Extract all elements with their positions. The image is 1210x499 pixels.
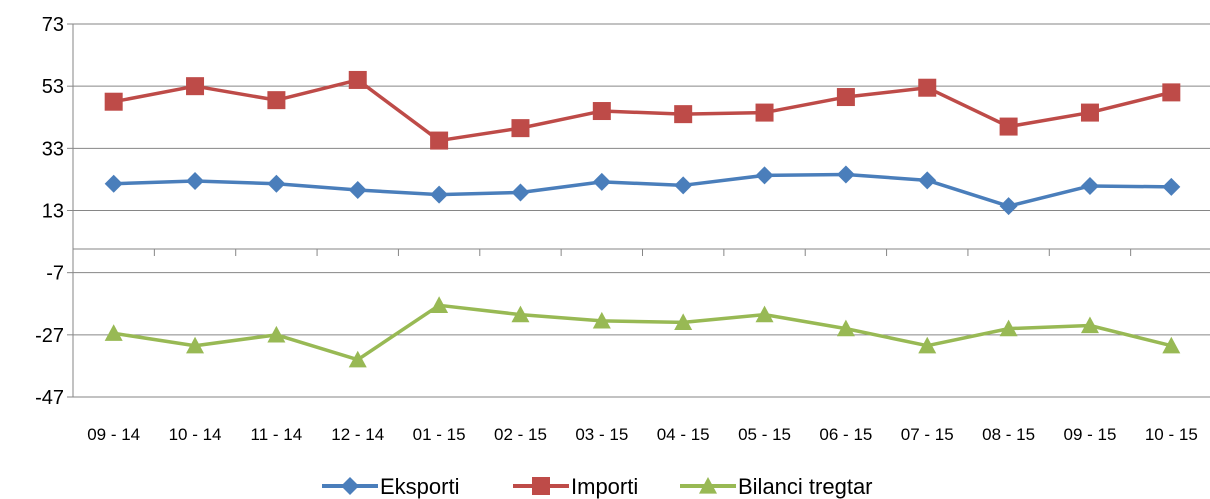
data-point bbox=[348, 70, 367, 89]
data-point bbox=[186, 336, 205, 354]
data-point bbox=[755, 305, 774, 323]
series-importi bbox=[104, 70, 1181, 150]
y-tick-label: -47 bbox=[35, 387, 64, 409]
data-point bbox=[836, 88, 855, 107]
data-point bbox=[104, 324, 123, 341]
data-point bbox=[1162, 83, 1181, 102]
series-bilanci-tregtar bbox=[104, 296, 1181, 368]
data-point bbox=[999, 319, 1018, 337]
data-point bbox=[918, 171, 937, 190]
data-point bbox=[918, 78, 937, 97]
data-point bbox=[267, 325, 286, 343]
data-point bbox=[430, 185, 449, 204]
x-tick-label: 10 - 15 bbox=[1145, 425, 1198, 444]
x-tick-label: 03 - 15 bbox=[575, 425, 628, 444]
data-point bbox=[1080, 316, 1099, 334]
legend-marker bbox=[341, 477, 359, 495]
y-tick-label: 13 bbox=[42, 201, 64, 223]
data-point bbox=[348, 180, 367, 199]
data-point bbox=[104, 92, 123, 111]
data-point bbox=[1162, 177, 1181, 196]
data-point bbox=[836, 165, 855, 184]
series-line bbox=[113, 303, 1172, 362]
y-tick-label: 73 bbox=[42, 14, 64, 36]
data-point bbox=[755, 166, 774, 185]
x-tick-label: 09 - 14 bbox=[87, 425, 140, 444]
data-point bbox=[836, 319, 855, 337]
legend-item: Importi bbox=[513, 474, 638, 499]
x-tick-label: 07 - 15 bbox=[901, 425, 954, 444]
legend-label: Eksporti bbox=[380, 474, 459, 499]
legend-marker bbox=[699, 477, 717, 494]
data-point bbox=[1080, 103, 1099, 122]
axes bbox=[67, 23, 1210, 398]
legend-label: Bilanci tregtar bbox=[738, 474, 873, 499]
gridlines bbox=[73, 23, 1210, 398]
y-tick-labels: 73 53 33 13 -7 -27 -47 bbox=[35, 14, 64, 409]
data-point bbox=[674, 313, 693, 331]
y-tick-label: 33 bbox=[42, 138, 64, 160]
series-line bbox=[113, 78, 1172, 143]
legend: Eksporti Importi Bilanci tregtar bbox=[322, 474, 873, 499]
data-point bbox=[674, 105, 693, 124]
x-tick-label: 10 - 14 bbox=[169, 425, 222, 444]
data-point bbox=[999, 117, 1018, 136]
x-tick-label: 11 - 14 bbox=[251, 425, 303, 444]
data-point bbox=[186, 77, 205, 96]
data-point bbox=[348, 350, 367, 368]
data-point bbox=[430, 296, 449, 313]
data-point bbox=[104, 174, 123, 193]
x-tick-label: 12 - 14 bbox=[331, 425, 384, 444]
x-tick-label: 02 - 15 bbox=[494, 425, 547, 444]
data-point bbox=[999, 197, 1018, 216]
data-point bbox=[267, 91, 286, 110]
data-point bbox=[674, 176, 693, 195]
x-tick-labels: 09 - 14 10 - 14 11 - 14 12 - 14 01 - 15 02 - … bbox=[87, 425, 1198, 444]
data-point bbox=[592, 311, 611, 329]
x-tick-label: 09 - 15 bbox=[1063, 425, 1116, 444]
data-point bbox=[592, 172, 611, 191]
data-point bbox=[918, 336, 937, 354]
series-line bbox=[113, 172, 1172, 208]
data-point bbox=[267, 174, 286, 193]
data-point bbox=[511, 119, 530, 138]
legend-label: Importi bbox=[571, 474, 638, 499]
data-point bbox=[186, 171, 205, 190]
x-tick-label: 04 - 15 bbox=[657, 425, 710, 444]
x-tick-label: 08 - 15 bbox=[982, 425, 1035, 444]
series-eksporti bbox=[104, 165, 1181, 216]
x-tick-label: 06 - 15 bbox=[819, 425, 872, 444]
data-point bbox=[430, 131, 449, 150]
data-point bbox=[1080, 176, 1099, 195]
data-point bbox=[511, 183, 530, 202]
legend-item: Bilanci tregtar bbox=[680, 474, 873, 499]
series-group bbox=[104, 70, 1181, 368]
legend-item: Eksporti bbox=[322, 474, 459, 499]
y-tick-label: -27 bbox=[35, 325, 64, 347]
x-tick-label: 01 - 15 bbox=[413, 425, 466, 444]
data-point bbox=[511, 305, 530, 323]
y-tick-label: -7 bbox=[46, 263, 64, 285]
legend-marker bbox=[532, 477, 550, 495]
y-tick-label: 53 bbox=[42, 76, 64, 98]
x-tick-label: 05 - 15 bbox=[738, 425, 791, 444]
data-point bbox=[755, 103, 774, 122]
data-point bbox=[592, 102, 611, 121]
data-point bbox=[1162, 336, 1181, 354]
